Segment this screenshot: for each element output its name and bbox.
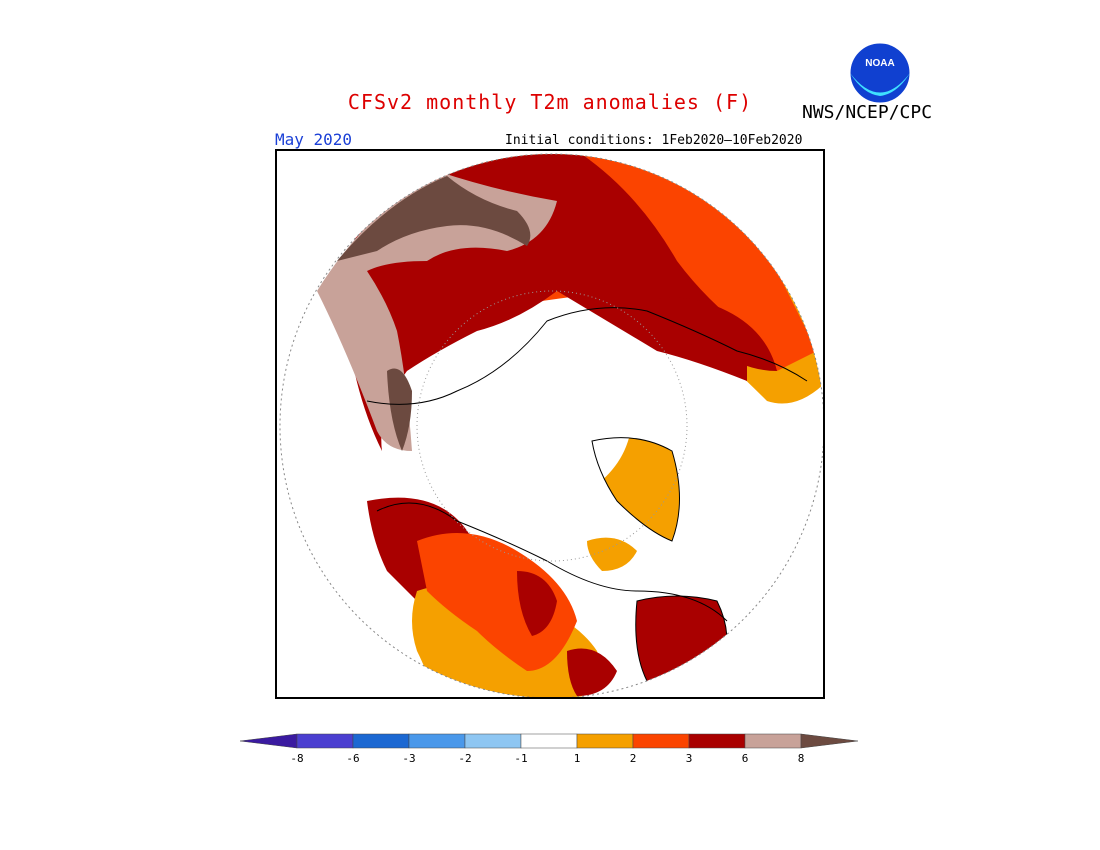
legend-swatch	[352, 733, 410, 749]
legend-tick-label: -1	[514, 752, 528, 765]
noaa-logo-icon: NOAA	[849, 42, 911, 104]
arctic-ocean-neutral	[432, 326, 632, 506]
anomaly-region-siberia-brown2	[387, 368, 412, 451]
legend-swatch	[296, 733, 354, 749]
coastline-arctic-canada	[591, 437, 680, 542]
legend-tick-label: 2	[629, 752, 637, 765]
legend-tick-label: -8	[290, 752, 304, 765]
agency-label: NWS/NCEP/CPC	[802, 102, 933, 123]
legend-swatch	[744, 733, 802, 749]
legend-tick-label: -3	[402, 752, 416, 765]
chart-title: CFSv2 monthly T2m anomalies (F)	[347, 90, 753, 114]
anomaly-region-us-darkred	[567, 648, 617, 696]
logo-text: NOAA	[865, 58, 894, 69]
legend-swatch	[520, 733, 578, 749]
valid-month-label: May 2020	[275, 130, 353, 149]
legend-tick-label: 3	[685, 752, 693, 765]
color-legend	[239, 733, 860, 773]
legend-swatch	[688, 733, 746, 749]
anomaly-region-canada-red	[417, 533, 577, 671]
anomaly-region-canada-darkred	[517, 571, 557, 636]
legend-swatch	[576, 733, 634, 749]
legend-swatch	[632, 733, 690, 749]
anomaly-region-siberia-brown	[337, 176, 531, 261]
legend-tick-label: -2	[458, 752, 472, 765]
legend-swatch	[800, 733, 859, 749]
legend-swatch	[239, 733, 298, 749]
latitude-circle	[416, 290, 688, 562]
legend-tick-label: 1	[573, 752, 581, 765]
coastline-north-america	[376, 502, 728, 622]
map-boundary	[279, 153, 823, 697]
anomaly-region-arctic-islands	[587, 537, 637, 571]
legend-tick-label: 8	[797, 752, 805, 765]
polar-map	[275, 149, 825, 699]
legend-tick-label: -6	[346, 752, 360, 765]
legend-swatch	[464, 733, 522, 749]
legend-swatch	[408, 733, 466, 749]
legend-tick-label: 6	[741, 752, 749, 765]
coastline-eurasia	[366, 307, 808, 405]
initial-conditions-label: Initial conditions: 1Feb2020–10Feb2020	[505, 133, 803, 148]
